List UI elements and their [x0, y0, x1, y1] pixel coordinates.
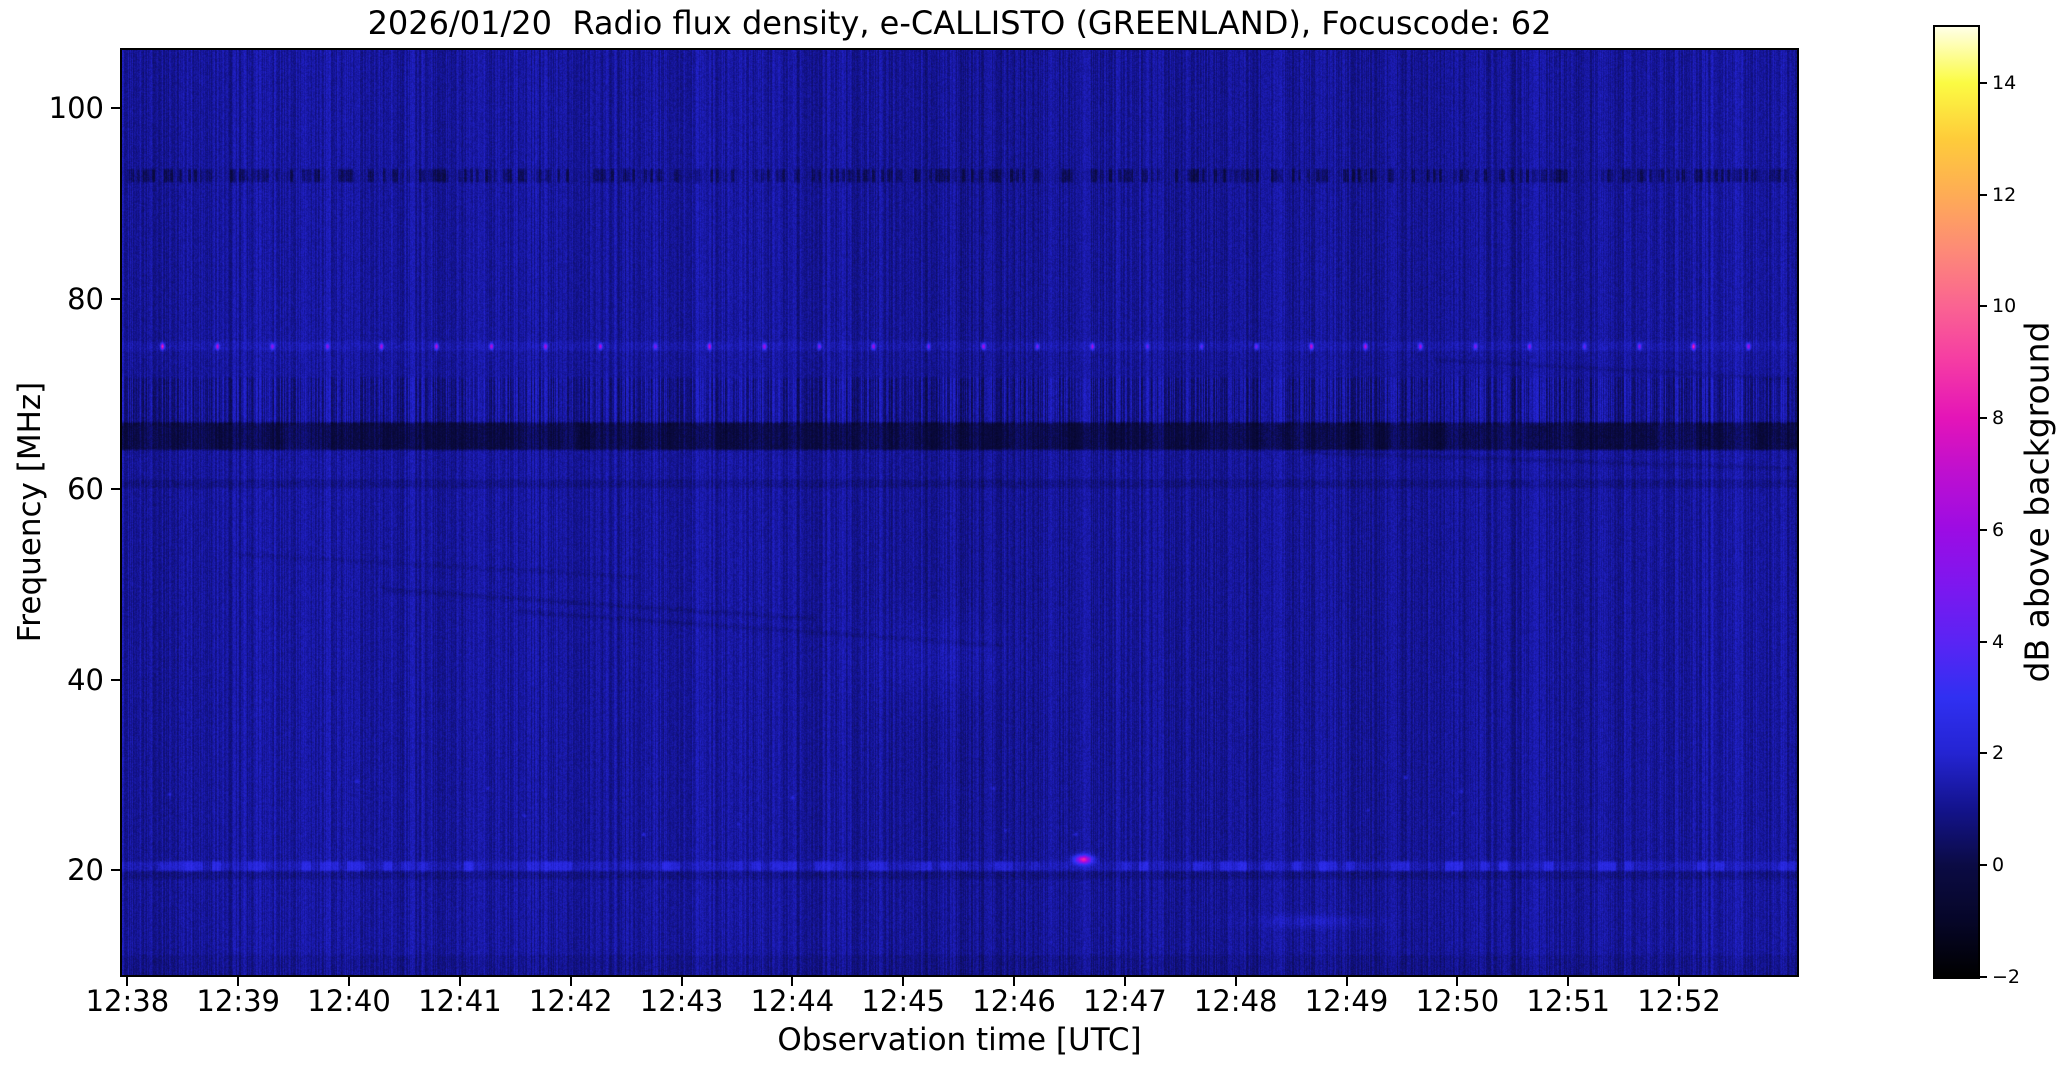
- x-tick-label: 12:47: [1083, 984, 1167, 1018]
- colorbar-tick-label: 0: [1992, 854, 2005, 877]
- y-tick: [111, 488, 120, 490]
- colorbar-tick: [1980, 752, 1987, 755]
- colorbar-tick-label: 10: [1992, 295, 2017, 318]
- colorbar-tick-label: 6: [1992, 518, 2005, 541]
- x-tick: [237, 977, 240, 986]
- y-tick: [111, 107, 120, 109]
- y-tick-label: 60: [67, 472, 104, 506]
- x-tick: [126, 977, 129, 986]
- colorbar-tick: [1980, 864, 1987, 867]
- colorbar-tick-label: 4: [1992, 630, 2005, 653]
- x-tick-label: 12:39: [196, 984, 281, 1018]
- x-tick: [1678, 977, 1681, 986]
- colorbar-tick-label: 2: [1992, 742, 2005, 765]
- colorbar-label: dB above background: [2017, 321, 2057, 683]
- x-tick: [1123, 977, 1126, 986]
- x-tick: [902, 977, 905, 986]
- x-tick-label: 12:46: [972, 984, 1056, 1018]
- x-tick-label: 12:48: [1193, 984, 1278, 1018]
- x-tick: [1345, 977, 1348, 986]
- y-tick: [111, 678, 120, 681]
- colorbar-tick: [1980, 528, 1987, 531]
- y-tick-label: 80: [67, 281, 104, 316]
- x-tick: [458, 977, 461, 986]
- colorbar-tick-label: −2: [1992, 966, 2021, 988]
- x-tick: [1013, 977, 1016, 986]
- x-tick-label: 12:44: [750, 984, 835, 1018]
- y-tick: [111, 297, 120, 300]
- x-tick-label: 12:49: [1304, 984, 1389, 1018]
- colorbar-tick: [1980, 193, 1987, 196]
- y-tick: [111, 869, 120, 871]
- x-tick-label: 12:51: [1526, 984, 1610, 1018]
- colorbar-tick: [1980, 640, 1987, 643]
- colorbar-tick: [1980, 976, 1987, 978]
- x-tick: [348, 977, 351, 986]
- colorbar-tick-label: 8: [1992, 407, 2005, 430]
- x-tick-label: 12:50: [1415, 984, 1500, 1018]
- colorbar: [1933, 25, 1980, 979]
- colorbar-tick-label: 14: [1992, 71, 2017, 94]
- x-tick-label: 12:43: [639, 984, 724, 1018]
- x-tick: [1567, 977, 1570, 986]
- x-tick: [1456, 977, 1459, 986]
- y-axis-label: Frequency [MHz]: [12, 381, 48, 643]
- y-tick-label: 20: [67, 853, 104, 887]
- spectrogram-canvas: [122, 50, 1797, 975]
- colorbar-tick: [1980, 417, 1987, 420]
- x-tick-label: 12:52: [1637, 984, 1721, 1018]
- x-tick: [791, 977, 794, 986]
- y-tick-label: 100: [48, 91, 104, 125]
- figure-title: 2026/01/20 Radio flux density, e-CALLIST…: [367, 4, 1552, 42]
- x-tick-label: 12:41: [418, 984, 502, 1018]
- x-tick: [569, 977, 572, 986]
- x-tick-label: 12:40: [307, 984, 391, 1018]
- colorbar-tick: [1980, 305, 1987, 308]
- x-tick: [680, 977, 683, 986]
- x-tick-label: 12:45: [861, 984, 945, 1018]
- x-axis-label: Observation time [UTC]: [777, 1022, 1142, 1058]
- colorbar-tick-label: 12: [1992, 183, 2017, 206]
- x-tick-label: 12:42: [528, 984, 613, 1018]
- x-tick: [1234, 977, 1237, 986]
- y-tick-label: 40: [67, 662, 104, 697]
- x-tick-label: 12:38: [85, 984, 170, 1018]
- colorbar-tick: [1980, 81, 1987, 84]
